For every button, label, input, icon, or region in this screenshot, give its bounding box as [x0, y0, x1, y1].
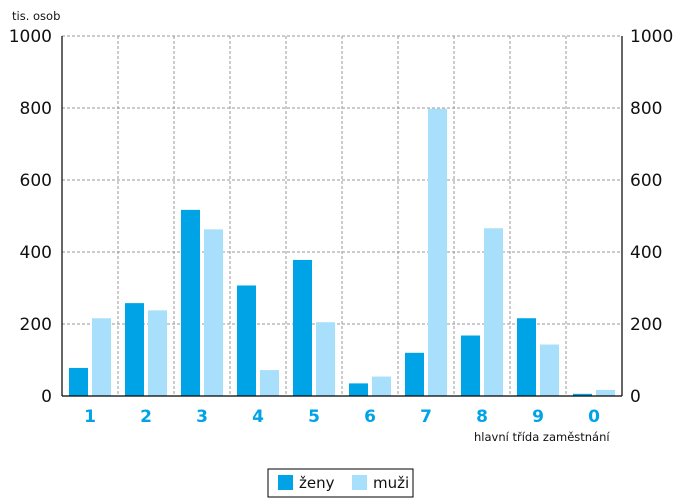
- bar-zeny-5: [293, 259, 312, 396]
- bars: [69, 108, 615, 396]
- y-tick-label-right: 400: [630, 243, 662, 263]
- y-tick-label-left: 800: [20, 99, 52, 119]
- x-axis-label: hlavní třída zaměstnání: [474, 430, 610, 444]
- y-tick-label-left: 600: [20, 171, 52, 191]
- x-category-label: 7: [420, 407, 432, 427]
- bar-muzi-4: [260, 370, 279, 396]
- x-category-label: 1: [84, 407, 96, 427]
- x-category-label: 2: [140, 407, 152, 427]
- y-tick-label-right: 0: [630, 387, 641, 407]
- x-category-label: 9: [532, 407, 544, 427]
- bar-muzi-2: [148, 310, 167, 396]
- y-tick-label-right: 600: [630, 171, 662, 191]
- x-category-label: 3: [196, 407, 208, 427]
- legend: ženy muži: [267, 468, 414, 498]
- legend-label-muzi: muži: [373, 474, 409, 492]
- bar-muzi-6: [372, 376, 391, 396]
- bar-muzi-0: [596, 389, 615, 396]
- y-axis-unit-label: tis. osob: [12, 9, 60, 23]
- y-tick-label-left: 0: [41, 387, 52, 407]
- x-category-label: 8: [476, 407, 488, 427]
- bar-zeny-9: [517, 318, 536, 396]
- bar-muzi-1: [92, 318, 111, 396]
- y-tick-label-left: 400: [20, 243, 52, 263]
- y-tick-label-left: 200: [20, 315, 52, 335]
- bar-zeny-7: [405, 352, 424, 396]
- y-tick-label-right: 800: [630, 99, 662, 119]
- bar-muzi-8: [484, 228, 503, 396]
- bar-zeny-1: [69, 367, 88, 396]
- bar-zeny-2: [125, 303, 144, 396]
- bar-zeny-0: [573, 393, 592, 396]
- legend-swatch-zeny: [278, 475, 293, 490]
- legend-label-zeny: ženy: [299, 474, 335, 492]
- legend-swatch-muzi: [352, 475, 367, 490]
- bar-zeny-4: [237, 285, 256, 396]
- x-category-label: 5: [308, 407, 320, 427]
- axes: [61, 36, 623, 397]
- y-tick-label-left: 1000: [9, 27, 52, 47]
- bar-zeny-8: [461, 335, 480, 396]
- x-category-label: 4: [252, 407, 264, 427]
- bar-muzi-9: [540, 344, 559, 396]
- bar-muzi-7: [428, 108, 447, 396]
- grid-lines: [62, 35, 622, 396]
- bar-zeny-3: [181, 209, 200, 396]
- y-tick-label-right: 1000: [630, 27, 673, 47]
- bar-zeny-6: [349, 383, 368, 396]
- x-category-label: 6: [364, 407, 376, 427]
- bar-muzi-3: [204, 229, 223, 396]
- x-category-label: 0: [588, 407, 600, 427]
- labels: 0 0 200 200 400 400 600 600 800 800 1000 1000 1 2 3 4 5 6…: [9, 27, 674, 427]
- y-tick-label-right: 200: [630, 315, 662, 335]
- bar-muzi-5: [316, 322, 335, 396]
